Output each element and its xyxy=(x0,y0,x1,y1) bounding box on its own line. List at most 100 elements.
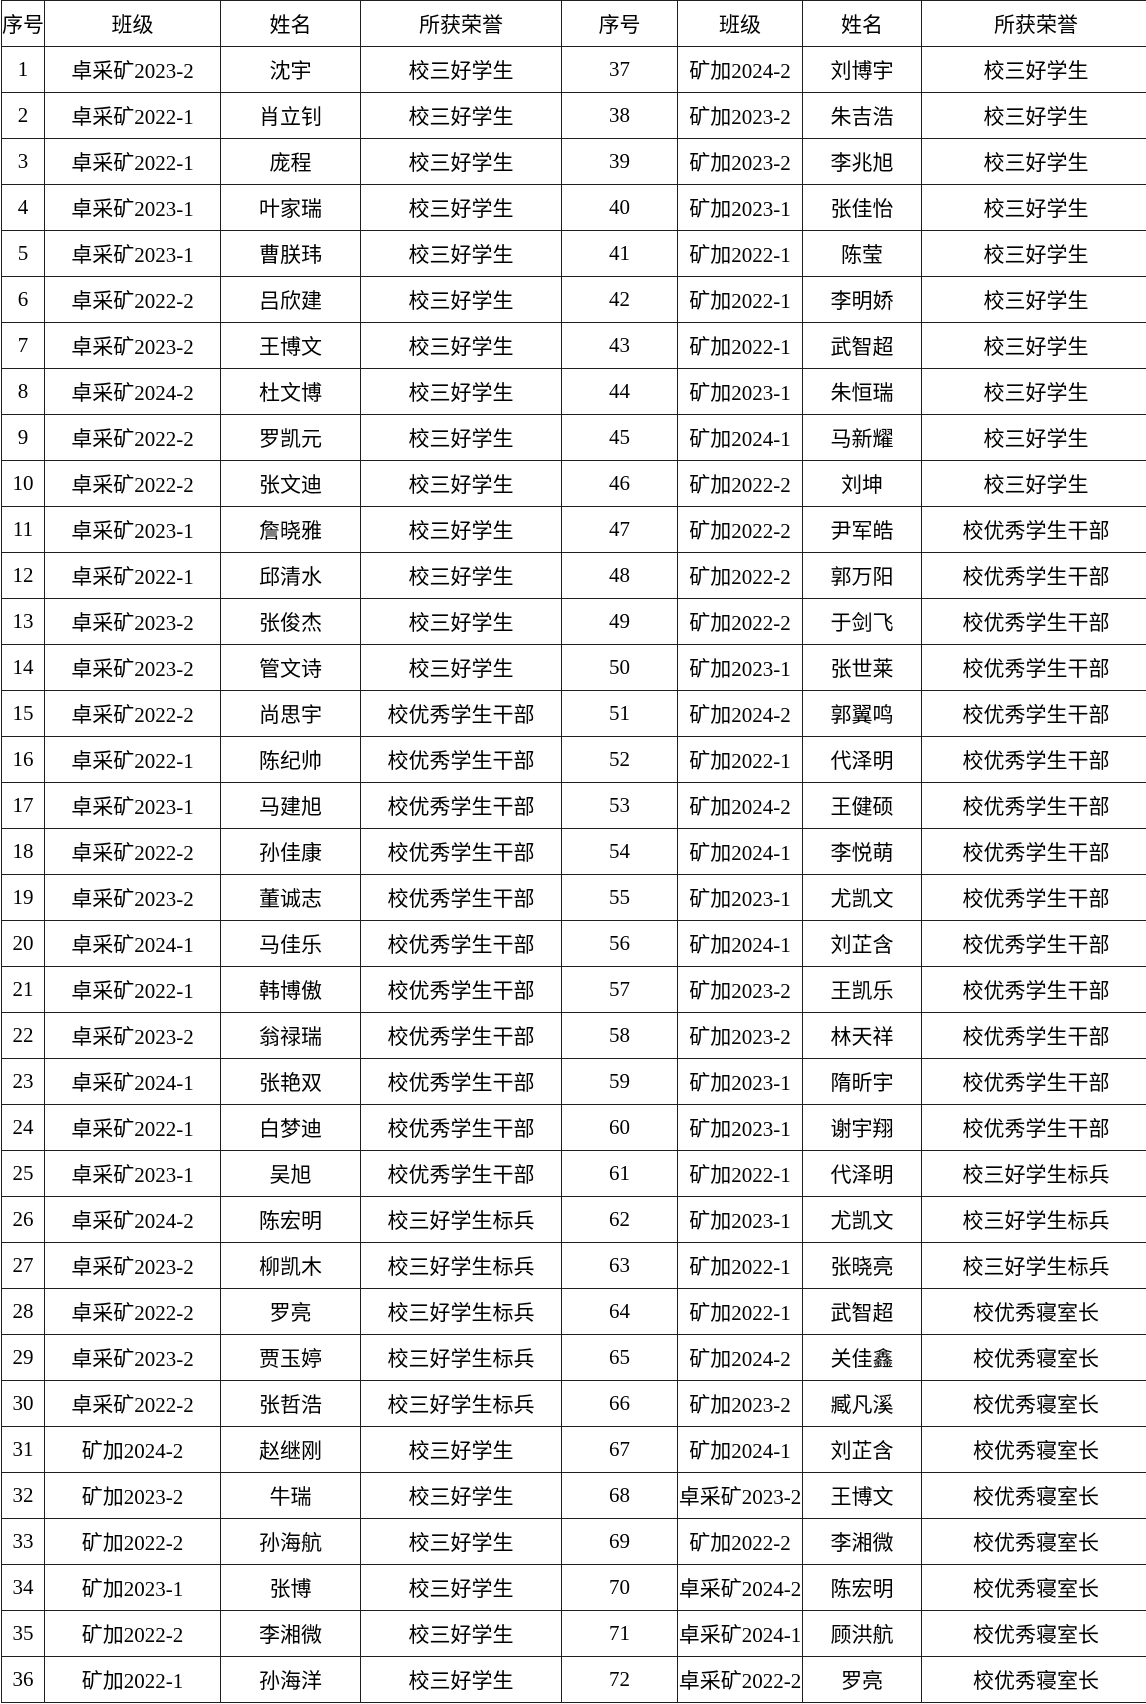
cell-serial-number-right: 39 xyxy=(561,138,678,185)
table-header: 序号 班级 姓名 所获荣誉 序号 班级 姓名 所获荣誉 xyxy=(1,0,1146,47)
cell-student-name-right: 林天祥 xyxy=(802,1012,922,1059)
cell-student-name-left: 杜文博 xyxy=(220,368,361,415)
cell-student-name-left: 庞程 xyxy=(220,138,361,185)
cell-serial-number-right: 48 xyxy=(561,552,678,599)
cell-serial-number-right: 37 xyxy=(561,46,678,93)
cell-student-name-left: 曹朕玮 xyxy=(220,230,361,277)
cell-serial-number-right: 40 xyxy=(561,184,678,231)
cell-class-right: 矿加2023-1 xyxy=(677,874,803,921)
cell-honor-right: 校优秀寝室长 xyxy=(921,1472,1146,1519)
cell-student-name-right: 武智超 xyxy=(802,1288,922,1335)
cell-honor-left: 校三好学生 xyxy=(360,1472,562,1519)
cell-class-left: 卓采矿2022-2 xyxy=(44,460,221,507)
cell-honor-right: 校优秀寝室长 xyxy=(921,1518,1146,1565)
cell-student-name-right: 王健硕 xyxy=(802,782,922,829)
cell-serial-number-right: 66 xyxy=(561,1380,678,1427)
cell-student-name-left: 陈宏明 xyxy=(220,1196,361,1243)
cell-student-name-left: 白梦迪 xyxy=(220,1104,361,1151)
cell-honor-left: 校优秀学生干部 xyxy=(360,690,562,737)
cell-honor-left: 校三好学生 xyxy=(360,276,562,323)
cell-honor-left: 校三好学生标兵 xyxy=(360,1242,562,1289)
header-row: 序号 班级 姓名 所获荣誉 序号 班级 姓名 所获荣誉 xyxy=(1,0,1146,47)
cell-class-right: 矿加2024-2 xyxy=(677,690,803,737)
cell-class-right: 矿加2024-1 xyxy=(677,1426,803,1473)
cell-serial-number-right: 46 xyxy=(561,460,678,507)
cell-student-name-left: 牛瑞 xyxy=(220,1472,361,1519)
cell-honor-right: 校优秀学生干部 xyxy=(921,598,1146,645)
cell-student-name-left: 孙海航 xyxy=(220,1518,361,1565)
cell-honor-left: 校优秀学生干部 xyxy=(360,874,562,921)
cell-honor-right: 校三好学生标兵 xyxy=(921,1150,1146,1197)
cell-serial-number-left: 29 xyxy=(1,1334,45,1381)
cell-honor-left: 校三好学生标兵 xyxy=(360,1334,562,1381)
cell-student-name-left: 张哲浩 xyxy=(220,1380,361,1427)
cell-student-name-right: 臧凡溪 xyxy=(802,1380,922,1427)
table-row: 31 矿加2024-2 赵继刚 校三好学生 67 矿加2024-1 刘芷含 校优… xyxy=(1,1426,1146,1473)
cell-honor-right: 校三好学生 xyxy=(921,230,1146,277)
cell-serial-number-right: 71 xyxy=(561,1610,678,1657)
cell-class-left: 矿加2022-2 xyxy=(44,1610,221,1657)
cell-student-name-left: 吴旭 xyxy=(220,1150,361,1197)
cell-serial-number-left: 10 xyxy=(1,460,45,507)
cell-honor-right: 校三好学生 xyxy=(921,460,1146,507)
cell-student-name-left: 马建旭 xyxy=(220,782,361,829)
cell-class-left: 卓采矿2022-1 xyxy=(44,138,221,185)
cell-class-right: 矿加2022-2 xyxy=(677,552,803,599)
cell-class-right: 矿加2023-1 xyxy=(677,1058,803,1105)
cell-serial-number-left: 34 xyxy=(1,1564,45,1611)
cell-honor-right: 校优秀寝室长 xyxy=(921,1656,1146,1703)
cell-serial-number-left: 16 xyxy=(1,736,45,783)
cell-student-name-right: 马新耀 xyxy=(802,414,922,461)
cell-class-right: 矿加2023-2 xyxy=(677,966,803,1013)
cell-student-name-left: 马佳乐 xyxy=(220,920,361,967)
cell-student-name-left: 张博 xyxy=(220,1564,361,1611)
cell-class-right: 矿加2023-2 xyxy=(677,138,803,185)
cell-class-left: 卓采矿2023-1 xyxy=(44,506,221,553)
cell-class-left: 矿加2023-2 xyxy=(44,1472,221,1519)
table-row: 19 卓采矿2023-2 董诚志 校优秀学生干部 55 矿加2023-1 尤凯文… xyxy=(1,874,1146,921)
cell-student-name-right: 罗亮 xyxy=(802,1656,922,1703)
cell-class-left: 卓采矿2023-2 xyxy=(44,598,221,645)
table-row: 5 卓采矿2023-1 曹朕玮 校三好学生 41 矿加2022-1 陈莹 校三好… xyxy=(1,230,1146,277)
cell-student-name-left: 罗亮 xyxy=(220,1288,361,1335)
cell-student-name-left: 尚思宇 xyxy=(220,690,361,737)
cell-serial-number-left: 19 xyxy=(1,874,45,921)
cell-class-right: 矿加2023-2 xyxy=(677,1012,803,1059)
cell-serial-number-right: 45 xyxy=(561,414,678,461)
cell-honor-right: 校三好学生 xyxy=(921,276,1146,323)
cell-honor-right: 校优秀学生干部 xyxy=(921,920,1146,967)
cell-serial-number-left: 24 xyxy=(1,1104,45,1151)
table-row: 2 卓采矿2022-1 肖立钊 校三好学生 38 矿加2023-2 朱吉浩 校三… xyxy=(1,92,1146,139)
cell-serial-number-left: 11 xyxy=(1,506,45,553)
cell-class-right: 矿加2023-2 xyxy=(677,1380,803,1427)
table-row: 35 矿加2022-2 李湘微 校三好学生 71 卓采矿2024-1 顾洪航 校… xyxy=(1,1610,1146,1657)
cell-honor-left: 校优秀学生干部 xyxy=(360,1012,562,1059)
cell-serial-number-right: 53 xyxy=(561,782,678,829)
table-body: 1 卓采矿2023-2 沈宇 校三好学生 37 矿加2024-2 刘博宇 校三好… xyxy=(1,46,1146,1703)
cell-class-left: 卓采矿2023-2 xyxy=(44,46,221,93)
cell-class-right: 矿加2022-2 xyxy=(677,460,803,507)
cell-student-name-right: 刘芷含 xyxy=(802,1426,922,1473)
table-row: 21 卓采矿2022-1 韩博傲 校优秀学生干部 57 矿加2023-2 王凯乐… xyxy=(1,966,1146,1013)
cell-student-name-right: 刘芷含 xyxy=(802,920,922,967)
table-row: 33 矿加2022-2 孙海航 校三好学生 69 矿加2022-2 李湘微 校优… xyxy=(1,1518,1146,1565)
cell-class-left: 卓采矿2024-2 xyxy=(44,1196,221,1243)
cell-honor-right: 校优秀寝室长 xyxy=(921,1288,1146,1335)
cell-class-right: 矿加2024-2 xyxy=(677,782,803,829)
cell-student-name-left: 翁禄瑞 xyxy=(220,1012,361,1059)
cell-class-right: 矿加2023-2 xyxy=(677,92,803,139)
cell-serial-number-left: 15 xyxy=(1,690,45,737)
cell-class-left: 卓采矿2023-2 xyxy=(44,1242,221,1289)
cell-honor-right: 校优秀寝室长 xyxy=(921,1380,1146,1427)
column-header-honor-right: 所获荣誉 xyxy=(921,0,1146,47)
cell-student-name-right: 李悦萌 xyxy=(802,828,922,875)
table-row: 7 卓采矿2023-2 王博文 校三好学生 43 矿加2022-1 武智超 校三… xyxy=(1,322,1146,369)
cell-student-name-left: 吕欣建 xyxy=(220,276,361,323)
cell-serial-number-right: 62 xyxy=(561,1196,678,1243)
cell-honor-left: 校三好学生 xyxy=(360,1610,562,1657)
cell-serial-number-right: 64 xyxy=(561,1288,678,1335)
cell-class-left: 卓采矿2022-2 xyxy=(44,828,221,875)
cell-class-left: 卓采矿2022-2 xyxy=(44,1288,221,1335)
cell-honor-left: 校优秀学生干部 xyxy=(360,1104,562,1151)
cell-student-name-left: 贾玉婷 xyxy=(220,1334,361,1381)
